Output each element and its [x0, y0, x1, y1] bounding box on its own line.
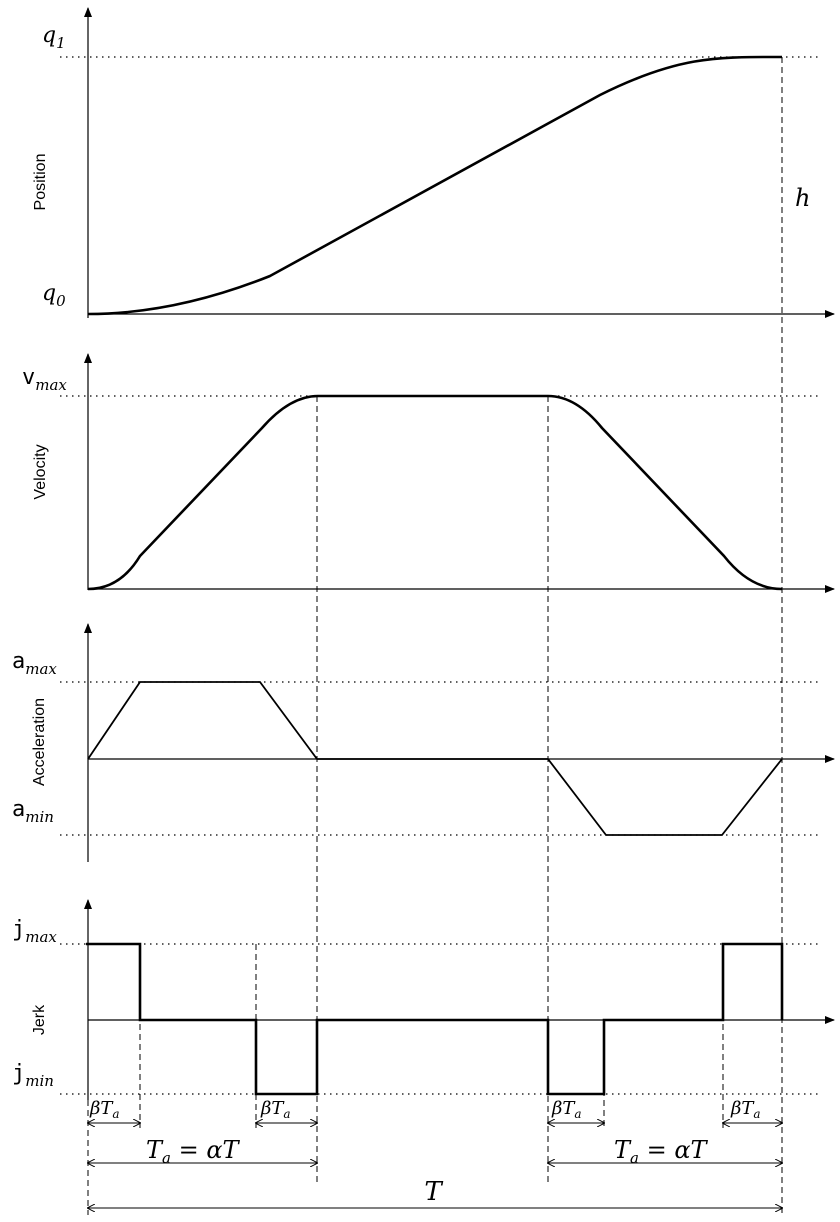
jmax-label: jmax [12, 917, 57, 946]
dimension-labels: βTa βTa βTa βTa Ta = αT Ta = αT T [89, 1098, 761, 1207]
ta-eq-label-2: Ta = αT [614, 1136, 709, 1167]
velocity-plot: vmax Velocity [22, 353, 835, 593]
velocity-ylabel: Velocity [32, 444, 49, 499]
jmin-label: jmin [12, 1061, 54, 1090]
jerk-curve [86, 942, 784, 1096]
jerk-ylabel: Jerk [31, 1004, 48, 1035]
beta-ta-label-2: βTa [260, 1098, 291, 1121]
q0-label: q0 [42, 281, 66, 310]
acceleration-curve [87, 681, 783, 836]
dimension-annotations [88, 1123, 782, 1208]
t-label: T [424, 1177, 443, 1207]
q1-label: q1 [42, 23, 66, 52]
beta-ta-label-4: βTa [730, 1098, 761, 1121]
h-label: h [795, 184, 810, 212]
velocity-curve [87, 394, 783, 591]
position-ylabel: Position [32, 154, 49, 211]
vertical-guides [87, 57, 783, 1215]
beta-ta-label-1: βTa [89, 1098, 120, 1121]
vmax-label: vmax [22, 365, 67, 394]
jerk-plot: jmax jmin Jerk [12, 899, 835, 1100]
beta-ta-label-3: βTa [551, 1098, 582, 1121]
position-plot: q1 q0 h Position [32, 7, 835, 318]
amin-label: amin [12, 797, 54, 826]
acceleration-ylabel: Acceleration [31, 698, 48, 786]
position-curve [87, 55, 783, 316]
amax-label: amax [12, 649, 57, 678]
acceleration-plot: amax amin Acceleration [12, 623, 835, 862]
ta-eq-label-1: Ta = αT [146, 1136, 241, 1167]
